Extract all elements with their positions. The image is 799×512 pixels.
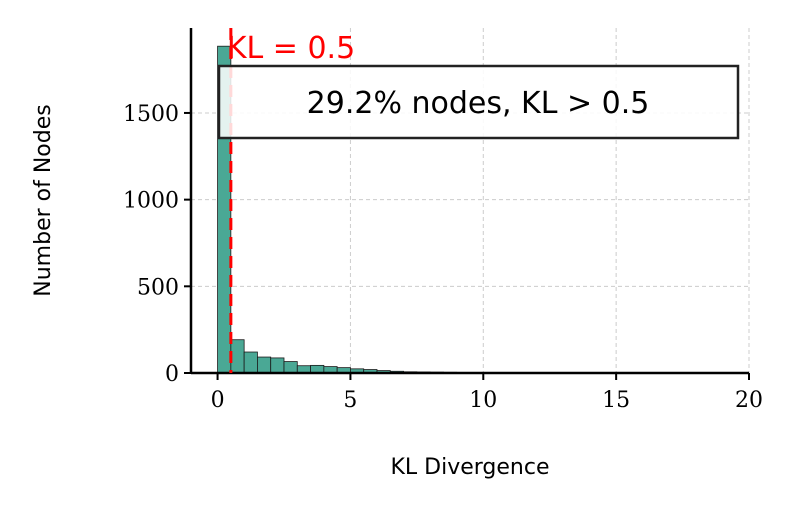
histogram-bar (243, 351, 258, 374)
x-tick-label: 5 (343, 388, 357, 413)
y-tick-label: 0 (165, 362, 179, 387)
x-tick-label: 0 (211, 388, 225, 413)
y-tick-label: 500 (137, 275, 179, 300)
y-tick-label: 1500 (123, 102, 179, 127)
histogram-bar (270, 357, 285, 374)
histogram-bar (230, 339, 245, 374)
annotation-box (217, 64, 740, 140)
threshold-label: KL = 0.5 (227, 31, 355, 66)
x-tick-label: 20 (735, 388, 763, 413)
x-tick-label: 15 (602, 388, 630, 413)
histogram-bar (257, 356, 272, 374)
x-axis-title: KL Divergence (390, 455, 549, 480)
y-tick-label: 1000 (123, 189, 179, 214)
histogram-bar (283, 361, 298, 374)
annotation-text: 29.2% nodes, KL > 0.5 (307, 86, 650, 121)
y-axis-title: Number of Nodes (31, 104, 56, 296)
axis-ticks: 0 5 10 15 20 0 500 1000 1500 (123, 102, 763, 413)
x-tick-label: 10 (469, 388, 497, 413)
